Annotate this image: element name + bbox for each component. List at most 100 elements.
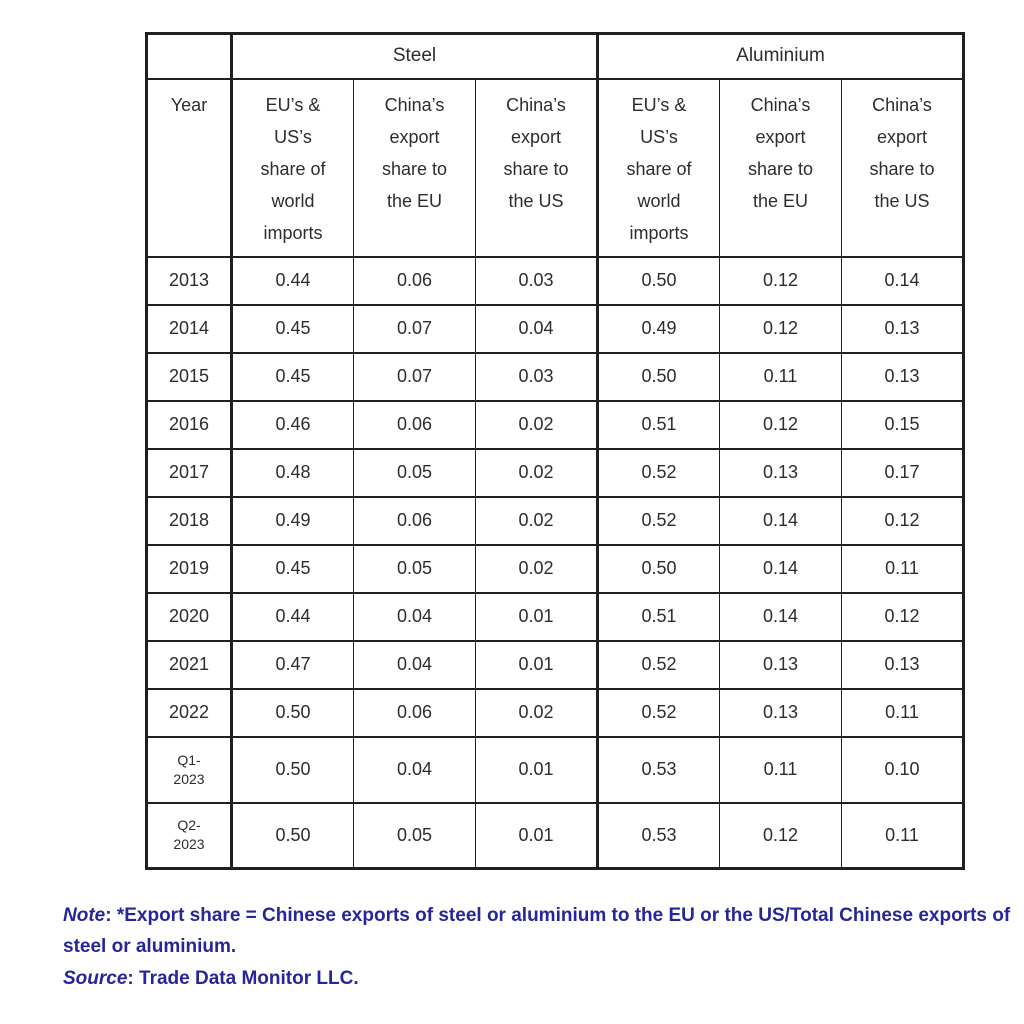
footer-notes: Note: *Export share = Chinese exports of… — [63, 900, 1013, 994]
value-cell: 0.51 — [597, 591, 720, 642]
value-cell: 0.52 — [597, 447, 720, 498]
year-cell: 2019 — [145, 543, 233, 594]
value-cell: 0.13 — [841, 303, 965, 354]
value-cell: 0.05 — [353, 447, 476, 498]
value-cell: 0.14 — [719, 495, 842, 546]
value-cell: 0.53 — [597, 735, 720, 804]
table-row: 2019 0.45 0.05 0.02 0.50 0.14 0.11 — [145, 543, 965, 594]
group-header-aluminium: Aluminium — [597, 32, 965, 80]
value-cell: 0.13 — [719, 447, 842, 498]
value-cell: 0.52 — [597, 687, 720, 738]
value-cell: 0.05 — [353, 543, 476, 594]
value-cell: 0.14 — [719, 543, 842, 594]
value-cell: 0.50 — [231, 687, 354, 738]
value-cell: 0.12 — [719, 801, 842, 870]
column-header-steel-china-export-eu: China’s export share to the EU — [353, 77, 476, 258]
value-cell: 0.51 — [597, 399, 720, 450]
value-cell: 0.14 — [719, 591, 842, 642]
year-cell: Q1- 2023 — [145, 735, 233, 804]
source-label: Source — [63, 968, 128, 989]
value-cell: 0.03 — [475, 255, 599, 306]
value-cell: 0.53 — [597, 801, 720, 870]
group-header-steel: Steel — [231, 32, 599, 80]
column-header-steel-china-export-us: China’s export share to the US — [475, 77, 599, 258]
year-cell: Q2- 2023 — [145, 801, 233, 870]
value-cell: 0.50 — [597, 543, 720, 594]
value-cell: 0.44 — [231, 591, 354, 642]
value-cell: 0.13 — [719, 687, 842, 738]
value-cell: 0.02 — [475, 543, 599, 594]
year-cell: 2018 — [145, 495, 233, 546]
year-cell: 2013 — [145, 255, 233, 306]
value-cell: 0.11 — [841, 687, 965, 738]
table-row: 2017 0.48 0.05 0.02 0.52 0.13 0.17 — [145, 447, 965, 498]
value-cell: 0.03 — [475, 351, 599, 402]
source-text: Source: Trade Data Monitor LLC. — [63, 963, 1013, 994]
blank-corner-cell — [145, 32, 233, 80]
year-cell: 2020 — [145, 591, 233, 642]
value-cell: 0.13 — [719, 639, 842, 690]
table-row: 2013 0.44 0.06 0.03 0.50 0.12 0.14 — [145, 255, 965, 306]
value-cell: 0.47 — [231, 639, 354, 690]
value-cell: 0.04 — [475, 303, 599, 354]
column-header-alu-china-export-eu: China’s export share to the EU — [719, 77, 842, 258]
group-header-row: Steel Aluminium — [145, 32, 965, 80]
value-cell: 0.11 — [841, 543, 965, 594]
year-cell: 2017 — [145, 447, 233, 498]
note-body: : *Export share = Chinese exports of ste… — [63, 905, 1011, 957]
value-cell: 0.44 — [231, 255, 354, 306]
column-header-steel-eu-us-share: EU’s & US’s share of world imports — [231, 77, 354, 258]
year-cell: 2022 — [145, 687, 233, 738]
value-cell: 0.06 — [353, 399, 476, 450]
value-cell: 0.02 — [475, 447, 599, 498]
value-cell: 0.04 — [353, 639, 476, 690]
table-row: 2020 0.44 0.04 0.01 0.51 0.14 0.12 — [145, 591, 965, 642]
value-cell: 0.49 — [231, 495, 354, 546]
year-cell: 2021 — [145, 639, 233, 690]
value-cell: 0.11 — [719, 351, 842, 402]
value-cell: 0.01 — [475, 639, 599, 690]
table-row: 2014 0.45 0.07 0.04 0.49 0.12 0.13 — [145, 303, 965, 354]
year-cell: 2014 — [145, 303, 233, 354]
value-cell: 0.50 — [597, 255, 720, 306]
value-cell: 0.01 — [475, 801, 599, 870]
value-cell: 0.12 — [841, 591, 965, 642]
column-header-alu-eu-us-share: EU’s & US’s share of world imports — [597, 77, 720, 258]
table-row: 2018 0.49 0.06 0.02 0.52 0.14 0.12 — [145, 495, 965, 546]
column-header-row: Year EU’s & US’s share of world imports … — [145, 77, 965, 258]
value-cell: 0.06 — [353, 687, 476, 738]
value-cell: 0.06 — [353, 255, 476, 306]
value-cell: 0.50 — [231, 735, 354, 804]
value-cell: 0.02 — [475, 399, 599, 450]
value-cell: 0.45 — [231, 351, 354, 402]
value-cell: 0.13 — [841, 639, 965, 690]
value-cell: 0.02 — [475, 495, 599, 546]
value-cell: 0.11 — [841, 801, 965, 870]
value-cell: 0.13 — [841, 351, 965, 402]
table-row: 2022 0.50 0.06 0.02 0.52 0.13 0.11 — [145, 687, 965, 738]
value-cell: 0.17 — [841, 447, 965, 498]
table-row: Q1- 2023 0.50 0.04 0.01 0.53 0.11 0.10 — [145, 735, 965, 804]
trade-shares-table: Steel Aluminium Year EU’s & US’s share o… — [145, 32, 965, 870]
value-cell: 0.05 — [353, 801, 476, 870]
value-cell: 0.11 — [719, 735, 842, 804]
table-row: Q2- 2023 0.50 0.05 0.01 0.53 0.12 0.11 — [145, 801, 965, 870]
value-cell: 0.07 — [353, 303, 476, 354]
value-cell: 0.50 — [231, 801, 354, 870]
value-cell: 0.12 — [841, 495, 965, 546]
value-cell: 0.10 — [841, 735, 965, 804]
table-row: 2015 0.45 0.07 0.03 0.50 0.11 0.13 — [145, 351, 965, 402]
note-label: Note — [63, 905, 106, 926]
column-header-year: Year — [145, 77, 233, 258]
value-cell: 0.15 — [841, 399, 965, 450]
note-text: Note: *Export share = Chinese exports of… — [63, 900, 1013, 962]
value-cell: 0.50 — [597, 351, 720, 402]
value-cell: 0.12 — [719, 399, 842, 450]
value-cell: 0.04 — [353, 591, 476, 642]
value-cell: 0.02 — [475, 687, 599, 738]
value-cell: 0.49 — [597, 303, 720, 354]
value-cell: 0.07 — [353, 351, 476, 402]
value-cell: 0.52 — [597, 495, 720, 546]
year-cell: 2016 — [145, 399, 233, 450]
